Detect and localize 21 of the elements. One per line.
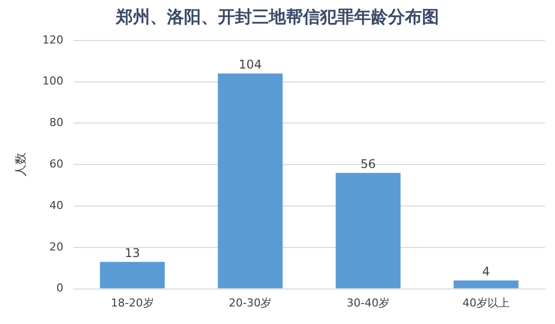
x-tick-label: 40岁以上 bbox=[462, 296, 510, 310]
data-label: 4 bbox=[482, 264, 490, 279]
y-tick-label: 120 bbox=[42, 33, 64, 46]
x-tick-label: 20-30岁 bbox=[228, 296, 272, 310]
data-label: 104 bbox=[238, 58, 262, 72]
y-axis-title: 人数 bbox=[13, 152, 28, 177]
data-label: 13 bbox=[124, 246, 140, 260]
bar bbox=[454, 280, 518, 288]
bar bbox=[100, 262, 165, 288]
bar bbox=[336, 172, 401, 288]
y-tick-label: 100 bbox=[42, 74, 64, 88]
x-tick-label: 30-40岁 bbox=[346, 296, 390, 310]
y-tick-label: 20 bbox=[49, 240, 64, 254]
x-tick-label: 18-20岁 bbox=[110, 296, 154, 310]
bar bbox=[218, 74, 283, 288]
y-tick-label: 80 bbox=[49, 116, 64, 130]
data-label: 56 bbox=[360, 157, 376, 172]
y-tick-label: 40 bbox=[49, 198, 64, 212]
y-tick-label: 60 bbox=[49, 157, 64, 170]
y-tick-label: 0 bbox=[56, 282, 64, 295]
chart-title: 郑州、洛阳、开封三地帮信犯罪年龄分布图 bbox=[115, 8, 439, 28]
